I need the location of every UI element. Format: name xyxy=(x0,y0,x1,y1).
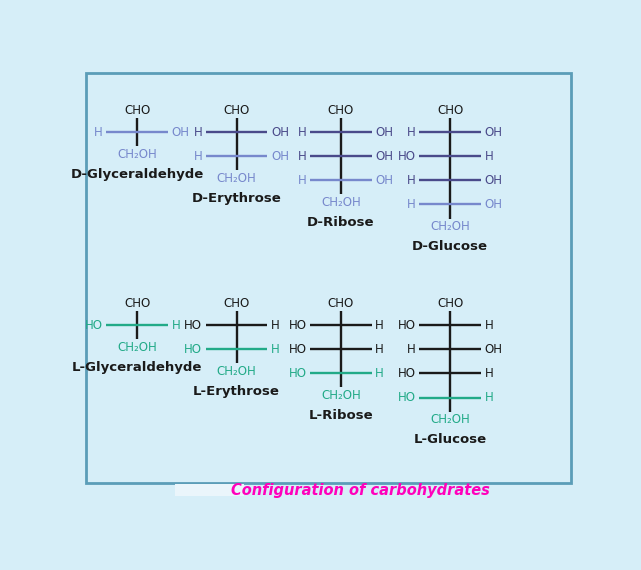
Text: H: H xyxy=(298,174,306,187)
Text: CHO: CHO xyxy=(124,104,151,117)
Text: CH₂OH: CH₂OH xyxy=(321,196,361,209)
Text: OH: OH xyxy=(485,174,503,187)
Text: D-Glucose: D-Glucose xyxy=(412,240,488,253)
Text: H: H xyxy=(407,125,416,139)
Text: OH: OH xyxy=(485,343,503,356)
Text: H: H xyxy=(194,125,203,139)
Text: D-Glyceraldehyde: D-Glyceraldehyde xyxy=(71,168,204,181)
Text: HO: HO xyxy=(85,319,103,332)
Text: CH₂OH: CH₂OH xyxy=(430,220,470,233)
Text: CHO: CHO xyxy=(328,104,354,117)
Text: OH: OH xyxy=(271,150,289,162)
Text: OH: OH xyxy=(485,198,503,211)
Text: OH: OH xyxy=(485,125,503,139)
Text: HO: HO xyxy=(185,343,203,356)
Text: H: H xyxy=(298,125,306,139)
Text: CH₂OH: CH₂OH xyxy=(217,365,256,378)
Text: CHO: CHO xyxy=(224,297,250,310)
Text: CHO: CHO xyxy=(328,297,354,310)
Text: CH₂OH: CH₂OH xyxy=(217,172,256,185)
Text: L-Ribose: L-Ribose xyxy=(308,409,373,422)
Text: HO: HO xyxy=(398,319,416,332)
Text: L-Erythrose: L-Erythrose xyxy=(193,385,280,398)
Text: CHO: CHO xyxy=(224,104,250,117)
Text: H: H xyxy=(485,367,494,380)
Text: H: H xyxy=(271,343,279,356)
Text: CHO: CHO xyxy=(124,297,151,310)
Text: HO: HO xyxy=(398,391,416,404)
Text: H: H xyxy=(485,319,494,332)
Text: L-Glyceraldehyde: L-Glyceraldehyde xyxy=(72,361,203,374)
Text: D-Erythrose: D-Erythrose xyxy=(192,192,281,205)
Text: L-Glucose: L-Glucose xyxy=(413,433,487,446)
Text: CH₂OH: CH₂OH xyxy=(430,413,470,426)
Text: OH: OH xyxy=(375,150,393,162)
Text: Configuration of carbohydrates: Configuration of carbohydrates xyxy=(231,483,490,498)
Text: H: H xyxy=(194,150,203,162)
Text: H: H xyxy=(172,319,180,332)
Text: CHO: CHO xyxy=(437,297,463,310)
Text: OH: OH xyxy=(375,125,393,139)
Text: H: H xyxy=(407,174,416,187)
Text: OH: OH xyxy=(375,174,393,187)
Text: OH: OH xyxy=(271,125,289,139)
Text: HO: HO xyxy=(288,319,306,332)
Text: H: H xyxy=(375,343,384,356)
Text: H: H xyxy=(485,150,494,162)
Bar xyxy=(174,483,244,496)
Text: HO: HO xyxy=(398,367,416,380)
Text: CH₂OH: CH₂OH xyxy=(321,389,361,402)
Text: HO: HO xyxy=(288,343,306,356)
Text: H: H xyxy=(271,319,279,332)
Text: H: H xyxy=(94,125,103,139)
Text: HO: HO xyxy=(185,319,203,332)
Text: HO: HO xyxy=(288,367,306,380)
Text: H: H xyxy=(375,367,384,380)
Text: H: H xyxy=(298,150,306,162)
Text: CH₂OH: CH₂OH xyxy=(117,341,157,354)
Text: OH: OH xyxy=(172,125,190,139)
Text: D-Ribose: D-Ribose xyxy=(307,216,375,229)
Text: H: H xyxy=(407,343,416,356)
Text: H: H xyxy=(407,198,416,211)
Text: HO: HO xyxy=(398,150,416,162)
Text: CHO: CHO xyxy=(437,104,463,117)
Text: H: H xyxy=(375,319,384,332)
Text: CH₂OH: CH₂OH xyxy=(117,148,157,161)
Text: H: H xyxy=(485,391,494,404)
